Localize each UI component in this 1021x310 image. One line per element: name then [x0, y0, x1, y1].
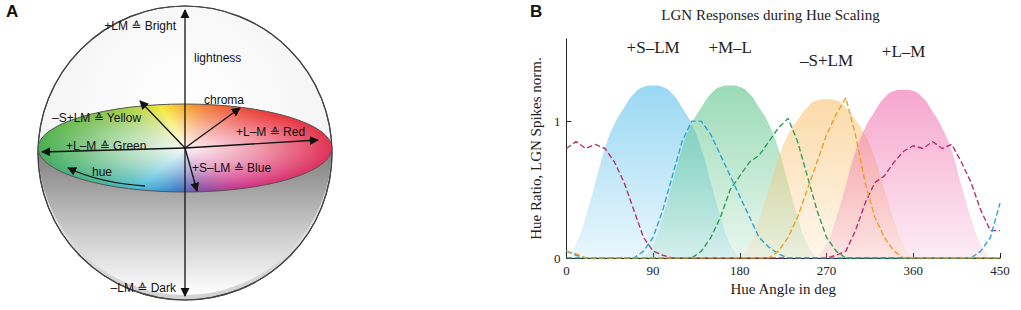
svg-text:+S–LM: +S–LM	[627, 38, 680, 57]
svg-text:450: 450	[990, 263, 1010, 278]
svg-text:+S–LM ≙ Blue: +S–LM ≙ Blue	[192, 161, 271, 175]
svg-text:–S+LM: –S+LM	[799, 51, 853, 70]
svg-text:–S+LM ≙ Yellow: –S+LM ≙ Yellow	[52, 111, 141, 125]
svg-text:1: 1	[554, 114, 561, 129]
svg-text:Hue Ratio, LGN Spikes norm.: Hue Ratio, LGN Spikes norm.	[528, 57, 544, 239]
svg-text:+L–M: +L–M	[882, 42, 926, 61]
svg-text:90: 90	[647, 263, 660, 278]
svg-text:+L–M ≙ Red: +L–M ≙ Red	[236, 125, 305, 139]
svg-text:chroma: chroma	[204, 93, 244, 107]
svg-text:–LM ≙ Dark: –LM ≙ Dark	[111, 281, 177, 295]
svg-text:lightness: lightness	[194, 51, 241, 65]
svg-text:0: 0	[563, 263, 570, 278]
svg-text:180: 180	[730, 263, 750, 278]
svg-text:360: 360	[904, 263, 924, 278]
svg-text:0: 0	[554, 251, 561, 266]
svg-text:Hue Angle in deg: Hue Angle in deg	[730, 281, 836, 297]
svg-text:+L–M ≙ Green: +L–M ≙ Green	[66, 139, 146, 153]
svg-text:LGN Responses during Hue Scali: LGN Responses during Hue Scaling	[661, 7, 880, 23]
svg-text:hue: hue	[92, 165, 112, 179]
svg-text:+LM ≙ Bright: +LM ≙ Bright	[104, 19, 176, 33]
svg-text:B: B	[530, 2, 542, 21]
svg-text:+M–L: +M–L	[708, 38, 752, 57]
svg-text:A: A	[6, 2, 18, 21]
svg-text:270: 270	[817, 263, 837, 278]
